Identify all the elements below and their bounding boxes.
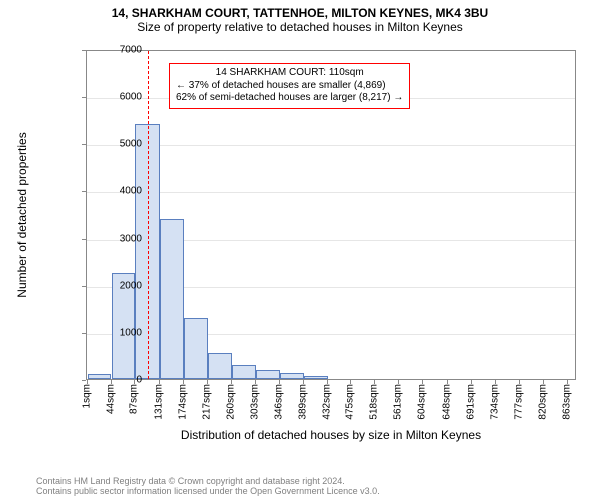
xtick-label: 389sqm bbox=[297, 384, 308, 420]
xtick-mark bbox=[207, 380, 208, 384]
histogram-bar bbox=[280, 373, 304, 379]
xtick-label: 734sqm bbox=[489, 384, 500, 420]
ytick-mark bbox=[82, 380, 86, 381]
xtick-label: 303sqm bbox=[249, 384, 260, 420]
xtick-label: 131sqm bbox=[153, 384, 164, 420]
xtick-mark bbox=[231, 380, 232, 384]
xtick-label: 863sqm bbox=[561, 384, 572, 420]
xtick-label: 174sqm bbox=[177, 384, 188, 420]
legend-box: 14 SHARKHAM COURT: 110sqm← 37% of detach… bbox=[169, 63, 410, 109]
xtick-label: 691sqm bbox=[465, 384, 476, 420]
ytick-mark bbox=[82, 97, 86, 98]
reference-line bbox=[148, 51, 149, 379]
ytick-label: 3000 bbox=[92, 233, 142, 244]
chart-title-2: Size of property relative to detached ho… bbox=[0, 20, 600, 34]
xtick-label: 518sqm bbox=[369, 384, 380, 420]
xtick-mark bbox=[279, 380, 280, 384]
xtick-label: 260sqm bbox=[225, 384, 236, 420]
xtick-mark bbox=[183, 380, 184, 384]
histogram-bar bbox=[232, 365, 256, 379]
xtick-label: 432sqm bbox=[321, 384, 332, 420]
xtick-mark bbox=[327, 380, 328, 384]
y-axis-label: Number of detached properties bbox=[15, 132, 29, 297]
xtick-label: 561sqm bbox=[393, 384, 404, 420]
xtick-mark bbox=[398, 380, 399, 384]
xtick-mark bbox=[134, 380, 135, 384]
xtick-mark bbox=[255, 380, 256, 384]
xtick-mark bbox=[519, 380, 520, 384]
xtick-mark bbox=[111, 380, 112, 384]
ytick-label: 1000 bbox=[92, 327, 142, 338]
xtick-label: 346sqm bbox=[273, 384, 284, 420]
ytick-label: 6000 bbox=[92, 92, 142, 103]
x-axis-label: Distribution of detached houses by size … bbox=[86, 428, 576, 442]
xtick-mark bbox=[471, 380, 472, 384]
ytick-mark bbox=[82, 144, 86, 145]
ytick-mark bbox=[82, 286, 86, 287]
xtick-label: 1sqm bbox=[81, 384, 92, 408]
xtick-label: 820sqm bbox=[537, 384, 548, 420]
chart-area: 14 SHARKHAM COURT: 110sqm← 37% of detach… bbox=[36, 50, 586, 420]
histogram-bar bbox=[184, 318, 208, 379]
xtick-mark bbox=[447, 380, 448, 384]
xtick-mark bbox=[303, 380, 304, 384]
xtick-mark bbox=[87, 380, 88, 384]
ytick-mark bbox=[82, 239, 86, 240]
xtick-label: 604sqm bbox=[417, 384, 428, 420]
chart-title-1: 14, SHARKHAM COURT, TATTENHOE, MILTON KE… bbox=[0, 0, 600, 20]
ytick-label: 5000 bbox=[92, 139, 142, 150]
footer-line-2: Contains public sector information licen… bbox=[36, 486, 380, 496]
xtick-label: 87sqm bbox=[129, 384, 140, 414]
footer-line-1: Contains HM Land Registry data © Crown c… bbox=[36, 476, 380, 486]
xtick-label: 475sqm bbox=[345, 384, 356, 420]
gridline bbox=[87, 192, 575, 193]
xtick-mark bbox=[422, 380, 423, 384]
ytick-label: 4000 bbox=[92, 186, 142, 197]
legend-line: ← 37% of detached houses are smaller (4,… bbox=[176, 80, 403, 93]
ytick-label: 7000 bbox=[92, 45, 142, 56]
ytick-mark bbox=[82, 333, 86, 334]
legend-line: 14 SHARKHAM COURT: 110sqm bbox=[176, 67, 403, 80]
legend-line: 62% of semi-detached houses are larger (… bbox=[176, 92, 403, 105]
ytick-label: 2000 bbox=[92, 280, 142, 291]
xtick-label: 217sqm bbox=[201, 384, 212, 420]
xtick-mark bbox=[543, 380, 544, 384]
ytick-mark bbox=[82, 191, 86, 192]
ytick-mark bbox=[82, 50, 86, 51]
xtick-mark bbox=[495, 380, 496, 384]
plot-area: 14 SHARKHAM COURT: 110sqm← 37% of detach… bbox=[86, 50, 576, 380]
xtick-mark bbox=[350, 380, 351, 384]
histogram-bar bbox=[208, 353, 232, 379]
histogram-bar bbox=[304, 376, 328, 379]
gridline bbox=[87, 145, 575, 146]
footer-attribution: Contains HM Land Registry data © Crown c… bbox=[36, 476, 380, 496]
xtick-mark bbox=[567, 380, 568, 384]
histogram-bar bbox=[256, 370, 280, 379]
xtick-label: 44sqm bbox=[105, 384, 116, 414]
xtick-label: 648sqm bbox=[441, 384, 452, 420]
xtick-mark bbox=[159, 380, 160, 384]
xtick-label: 777sqm bbox=[513, 384, 524, 420]
xtick-mark bbox=[374, 380, 375, 384]
histogram-bar bbox=[160, 219, 184, 379]
